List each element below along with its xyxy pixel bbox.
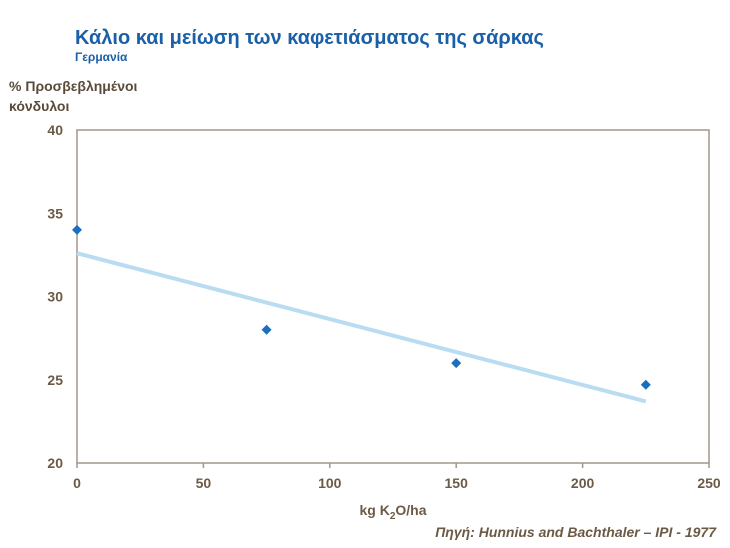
source-note: Πηγή: Hunnius and Bachthaler – IPI - 197… xyxy=(435,524,716,540)
x-axis-label: kg K2O/ha xyxy=(359,502,426,522)
trend-line xyxy=(76,251,647,404)
y-axis-label-line2: κόνδυλοι xyxy=(9,98,70,114)
x-tick-label: 100 xyxy=(318,475,342,491)
x-tick-label: 200 xyxy=(571,475,595,491)
data-point xyxy=(451,358,462,369)
plot-frame xyxy=(76,129,710,464)
y-axis-label: % Προσβεβλημένοι κόνδυλοι xyxy=(9,76,137,116)
x-axis-label-sub: 2 xyxy=(390,511,396,522)
x-tick-label: 250 xyxy=(697,475,721,491)
x-tick-label: 150 xyxy=(445,475,469,491)
data-point xyxy=(640,379,651,390)
data-point xyxy=(261,324,272,335)
data-point xyxy=(72,224,82,235)
y-axis-label-line1: % Προσβεβλημένοι xyxy=(9,78,138,94)
y-ticks: 20 25 30 35 40 xyxy=(47,122,63,471)
data-points xyxy=(72,224,651,390)
chart-title: Κάλιο και μείωση των καφετιάσματος της σ… xyxy=(75,27,544,49)
x-tick-label: 0 xyxy=(73,475,81,491)
y-tick-label: 30 xyxy=(47,289,63,305)
x-axis-label-prefix: kg K xyxy=(359,502,389,518)
y-tick-label: 35 xyxy=(47,205,63,221)
chart-subtitle: Γερμανία xyxy=(75,50,128,64)
x-ticks: 0 50 100 150 200 250 xyxy=(73,463,721,491)
y-tick-label: 25 xyxy=(47,372,63,388)
y-tick-label: 20 xyxy=(47,455,63,471)
x-axis-label-suffix: O/ha xyxy=(395,502,426,518)
x-tick-label: 50 xyxy=(196,475,212,491)
y-tick-label: 40 xyxy=(47,122,63,138)
